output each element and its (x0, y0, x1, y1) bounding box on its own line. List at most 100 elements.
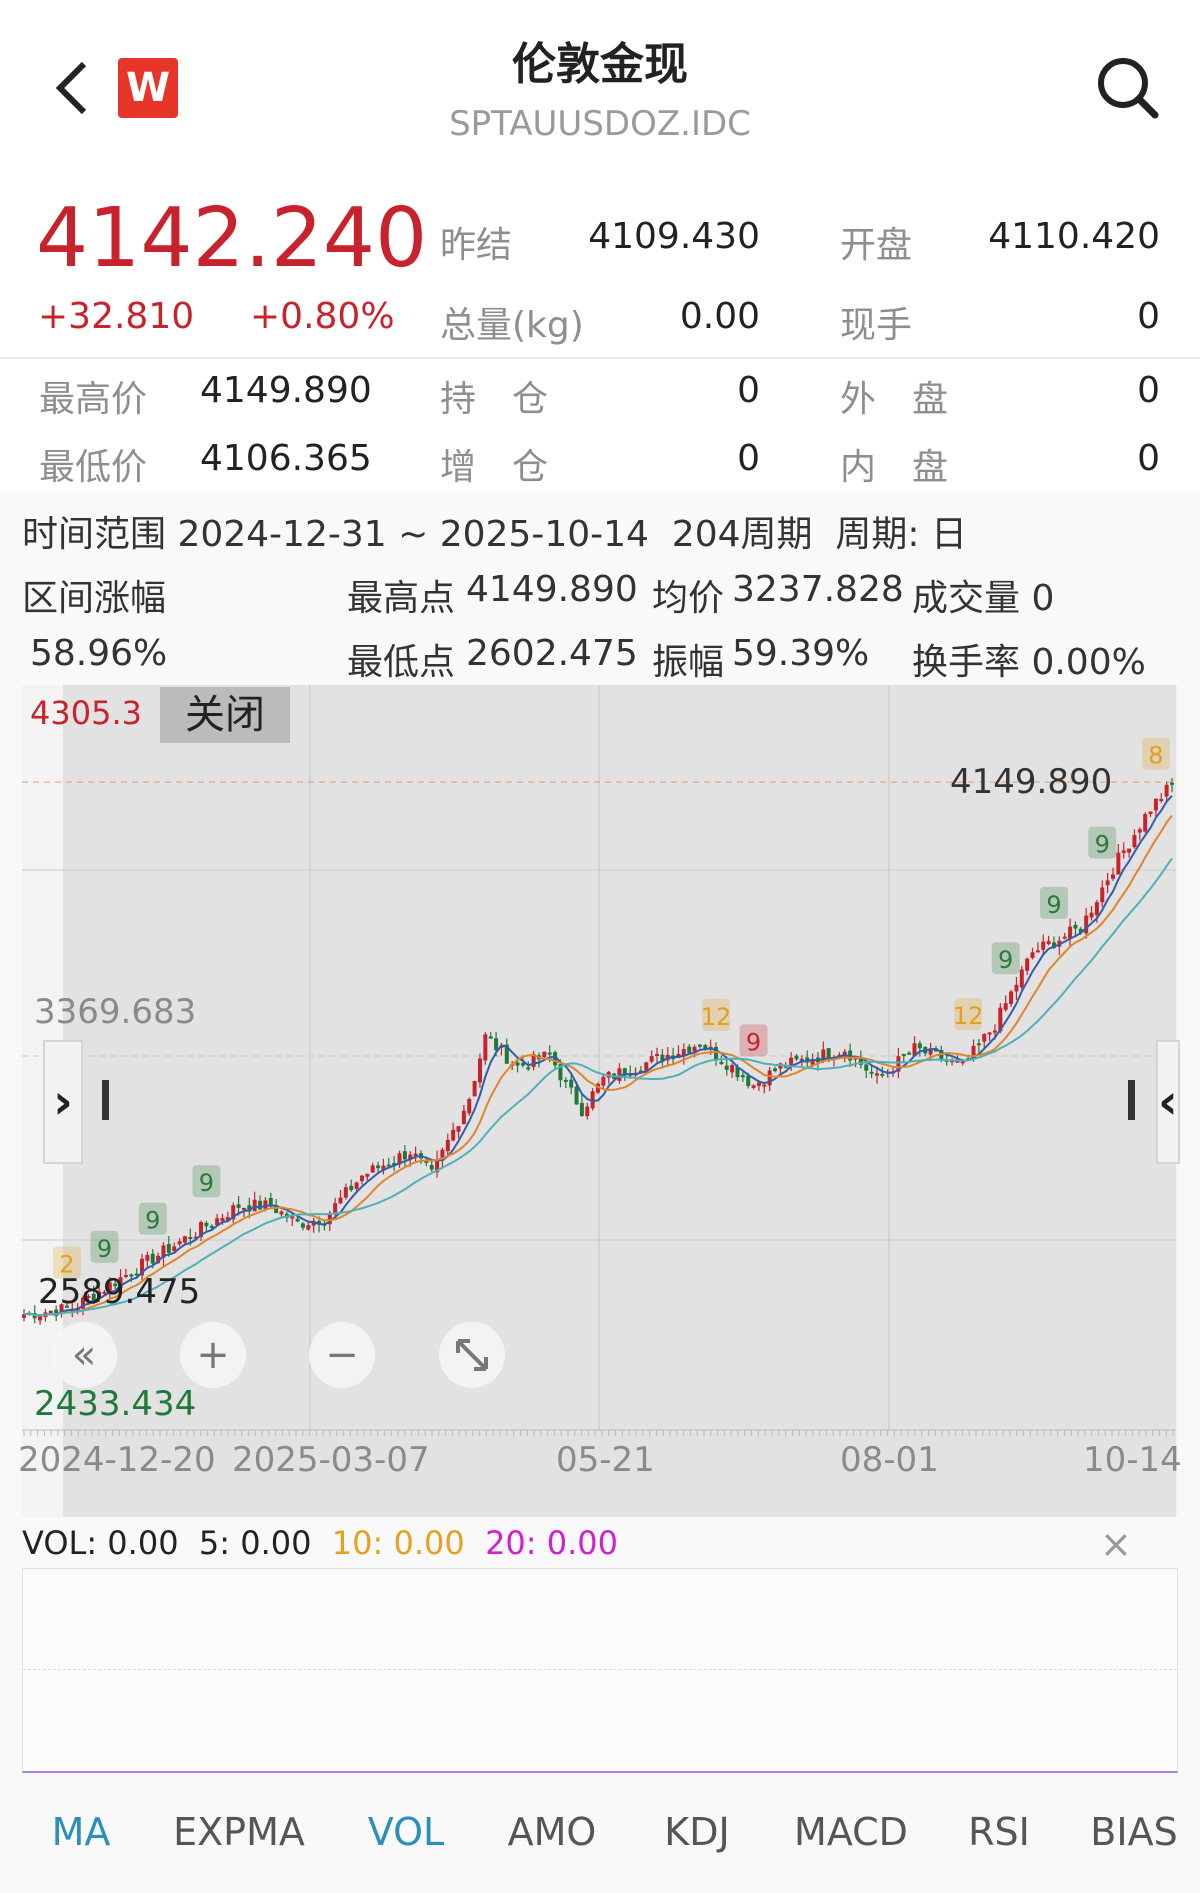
candle-body (703, 1045, 708, 1050)
vol-indicator: VOL: 0.00 5: 0.00 10: 0.00 20: 0.00 (22, 1524, 618, 1562)
chart-background (63, 685, 1176, 1517)
candle-body (697, 1044, 702, 1047)
rewind-button[interactable]: « (51, 1322, 117, 1388)
td-marker-label: 12 (701, 1003, 732, 1031)
candle-body (349, 1185, 354, 1191)
tab-macd[interactable]: MACD (794, 1810, 908, 1854)
candle-body (848, 1050, 853, 1061)
candle-body (917, 1043, 922, 1049)
candle-body (1041, 941, 1046, 950)
candle-body (558, 1064, 563, 1081)
candle-body (365, 1173, 370, 1177)
candle-body (193, 1236, 198, 1239)
candle-body (263, 1200, 268, 1209)
candle-body (440, 1149, 445, 1161)
ma20-line (23, 857, 1173, 1317)
candle-body (821, 1049, 826, 1062)
candle-body (64, 1305, 69, 1308)
candle-body (456, 1126, 461, 1132)
candle-body (392, 1162, 397, 1165)
ma10-line (23, 814, 1173, 1317)
price-change: +32.810 (38, 296, 195, 337)
fullscreen-button[interactable] (439, 1322, 505, 1388)
candle-body (279, 1211, 284, 1215)
stat-label-prev-settle: 昨结 (440, 225, 513, 266)
candle-body (220, 1218, 225, 1221)
candle-body (386, 1164, 391, 1167)
stat-value-low: 4106.365 (200, 438, 372, 479)
candle-body (172, 1246, 177, 1251)
tab-amo[interactable]: AMO (507, 1810, 597, 1854)
td-marker-badge (90, 1230, 119, 1263)
td-marker-badge (739, 1024, 768, 1057)
candle-body (182, 1236, 187, 1243)
candle-body (735, 1067, 740, 1078)
volume-panel (22, 1568, 1178, 1773)
td-marker-badge (1039, 886, 1068, 919)
candle-body (660, 1054, 665, 1062)
td-marker-badge (954, 998, 983, 1031)
td-marker-label: 9 (1046, 891, 1061, 919)
vol-ma5: 5: 0.00 (198, 1524, 312, 1562)
price-change-pct: +0.80% (250, 296, 395, 337)
candle-body (746, 1075, 751, 1086)
candle-body (762, 1084, 767, 1087)
candle-body (102, 1291, 107, 1294)
candle-body (370, 1165, 375, 1173)
plus-icon: + (196, 1332, 230, 1378)
candle-body (1025, 958, 1030, 971)
candle-body (998, 1007, 1003, 1032)
candle-body (901, 1053, 906, 1056)
candle-body (928, 1048, 933, 1055)
tab-bias[interactable]: BIAS (1090, 1810, 1178, 1854)
candle-body (987, 1032, 992, 1035)
candle-body (327, 1212, 332, 1225)
candle-body (59, 1304, 64, 1315)
candle-body (1046, 941, 1051, 945)
cursor-bar-left (102, 1080, 109, 1120)
candle-body (129, 1274, 134, 1277)
candle-body (483, 1034, 488, 1061)
candle-body (241, 1207, 246, 1210)
candle-body (295, 1218, 300, 1222)
scroll-right-handle[interactable]: ‹ (1156, 1040, 1180, 1164)
scroll-left-handle[interactable]: › (43, 1040, 83, 1164)
tab-kdj[interactable]: KDJ (664, 1810, 730, 1854)
td-marker-badge (138, 1202, 167, 1235)
tab-expma[interactable]: EXPMA (173, 1810, 305, 1854)
candle-body (1148, 811, 1153, 815)
candle-body (1068, 926, 1073, 939)
close-vol-button[interactable]: × (1100, 1522, 1132, 1566)
back-button[interactable] (50, 58, 94, 118)
candle-body (424, 1160, 429, 1163)
stat-value-high: 4149.890 (200, 370, 372, 411)
vol-ma20: 20: 0.00 (485, 1524, 618, 1562)
tab-rsi[interactable]: RSI (968, 1810, 1030, 1854)
candle-body (1100, 887, 1105, 903)
candle-body (333, 1203, 338, 1215)
expand-icon (456, 1339, 488, 1371)
y-top-label: 4305.3 (30, 694, 142, 732)
zoom-out-button[interactable]: − (309, 1322, 375, 1388)
search-button[interactable] (1095, 55, 1161, 125)
high-marker-label: 4149.890 (950, 762, 1113, 802)
candle-body (724, 1065, 729, 1070)
candle-body (1062, 936, 1067, 939)
candle-body (644, 1062, 649, 1072)
candle-body (1089, 912, 1094, 918)
quote-panel (0, 0, 1200, 492)
candle-body (858, 1057, 863, 1065)
tab-vol[interactable]: VOL (367, 1810, 445, 1854)
candle-body (574, 1086, 579, 1105)
tab-ma[interactable]: MA (51, 1810, 111, 1854)
candle-body (1084, 915, 1089, 934)
td-marker-badge (991, 942, 1020, 975)
candle-body (236, 1204, 241, 1208)
close-overlay-button[interactable]: 关闭 (160, 687, 290, 743)
y-mid-label: 3369.683 (34, 992, 197, 1032)
candle-body (177, 1241, 182, 1245)
zoom-in-button[interactable]: + (180, 1322, 246, 1388)
candle-body (912, 1043, 917, 1056)
candle-body (445, 1139, 450, 1152)
